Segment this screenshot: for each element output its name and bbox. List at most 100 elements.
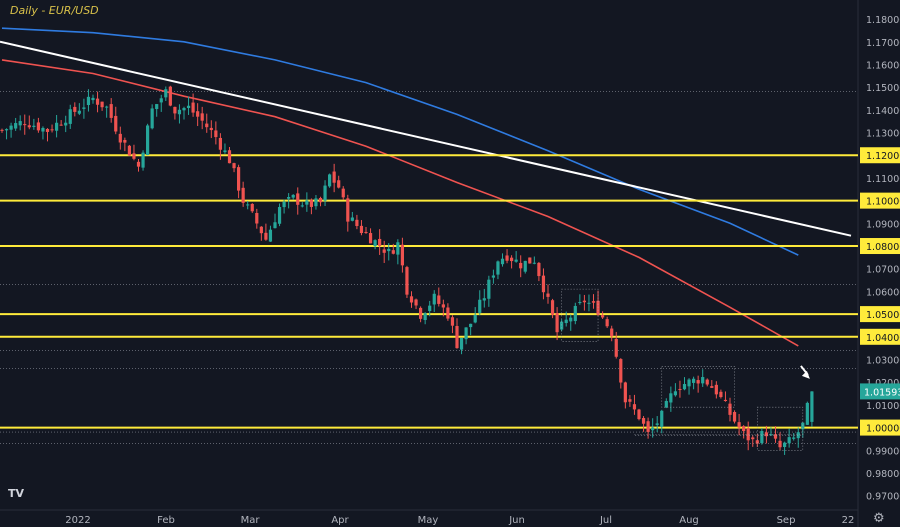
candle-body — [191, 102, 195, 113]
candle-body — [55, 122, 59, 131]
candle-body — [159, 98, 163, 103]
candle-body — [496, 261, 500, 275]
pointer-arrow — [800, 365, 810, 379]
candle-body — [359, 225, 364, 234]
candle-body — [350, 217, 354, 221]
candle-body — [601, 315, 605, 318]
candle-body — [378, 238, 382, 247]
candle-body — [428, 305, 432, 312]
candle-body — [587, 302, 591, 304]
candle-body — [678, 388, 682, 390]
candle-body — [50, 129, 54, 131]
candle-body — [318, 197, 323, 203]
candle-body — [73, 106, 77, 112]
candle-body — [127, 145, 131, 156]
candle-body — [564, 319, 568, 324]
candle-body — [537, 262, 541, 277]
candle-body — [637, 409, 641, 420]
candle-body — [573, 305, 577, 322]
candle-body — [400, 244, 404, 266]
candle-body — [382, 249, 386, 253]
candle-body — [682, 384, 687, 390]
price-label: 1.04000 — [866, 333, 900, 344]
candle-body — [446, 307, 450, 319]
candle-body — [414, 299, 418, 306]
candle-body — [291, 194, 295, 198]
price-tag-bg — [860, 238, 900, 255]
gear-icon[interactable]: ⚙ — [873, 511, 885, 526]
price-label: 1.15000 — [866, 83, 900, 94]
candle-body — [701, 377, 705, 384]
time-label: 2022 — [65, 515, 90, 526]
candle-body — [550, 300, 555, 315]
candle-body — [205, 123, 209, 128]
price-label: 1.16000 — [866, 60, 900, 71]
candle-body — [514, 259, 518, 262]
time-label: Jul — [599, 515, 612, 526]
candle-body — [41, 127, 45, 132]
candle-body — [469, 323, 473, 328]
candle-body — [77, 110, 81, 114]
price-tag-bg — [860, 192, 900, 209]
candle-body — [555, 313, 559, 333]
time-label: Mar — [241, 515, 261, 526]
candle-body — [223, 150, 227, 153]
candle-body — [610, 328, 614, 337]
candle-body — [660, 410, 664, 427]
candle-body — [505, 255, 509, 261]
candle-body — [328, 174, 332, 187]
candle-body — [778, 440, 782, 448]
candle-body — [86, 96, 91, 106]
candle-body — [32, 125, 36, 127]
price-label: 1.17000 — [866, 38, 900, 49]
candle-body — [309, 199, 313, 207]
trendline[interactable] — [0, 40, 852, 237]
candle-body — [783, 442, 787, 447]
range-box — [634, 434, 804, 436]
candle-body — [368, 233, 373, 244]
candle-body — [732, 412, 737, 422]
candle-body — [464, 327, 468, 340]
candle-body — [478, 299, 482, 313]
candle-body — [737, 422, 741, 428]
candle-body — [560, 321, 564, 330]
candle-body — [91, 97, 95, 101]
candle-body — [764, 432, 768, 437]
time-label: 22 — [842, 515, 855, 526]
candle-body — [346, 198, 350, 222]
candle-body — [405, 267, 409, 295]
candle-body — [419, 307, 423, 319]
candle-body — [482, 298, 486, 301]
candle-body — [728, 403, 732, 415]
candle-body — [268, 229, 273, 242]
candle-body — [519, 262, 523, 269]
candle-body — [105, 106, 109, 108]
candle-body — [655, 423, 659, 425]
candle-body — [696, 380, 700, 384]
candle-body — [664, 400, 668, 408]
price-label: 1.12000 — [866, 151, 900, 162]
candle-body — [591, 301, 596, 303]
time-label: Feb — [157, 515, 175, 526]
candle-body — [491, 275, 495, 278]
candle-body — [246, 204, 250, 206]
candle-body — [500, 258, 505, 265]
candle-body — [582, 300, 586, 303]
candle-body — [710, 386, 714, 388]
candle-body — [59, 124, 63, 126]
candle-body — [232, 163, 236, 169]
candle-body — [277, 207, 282, 224]
candle-body — [641, 418, 646, 424]
candles — [0, 85, 814, 455]
price-label: 1.18000 — [866, 15, 900, 26]
candle-body — [141, 152, 145, 168]
candle-body — [109, 104, 113, 118]
candle-body — [237, 167, 241, 191]
key-levels — [0, 154, 858, 429]
price-label: 1.05000 — [866, 310, 900, 321]
candle-body — [364, 231, 368, 233]
